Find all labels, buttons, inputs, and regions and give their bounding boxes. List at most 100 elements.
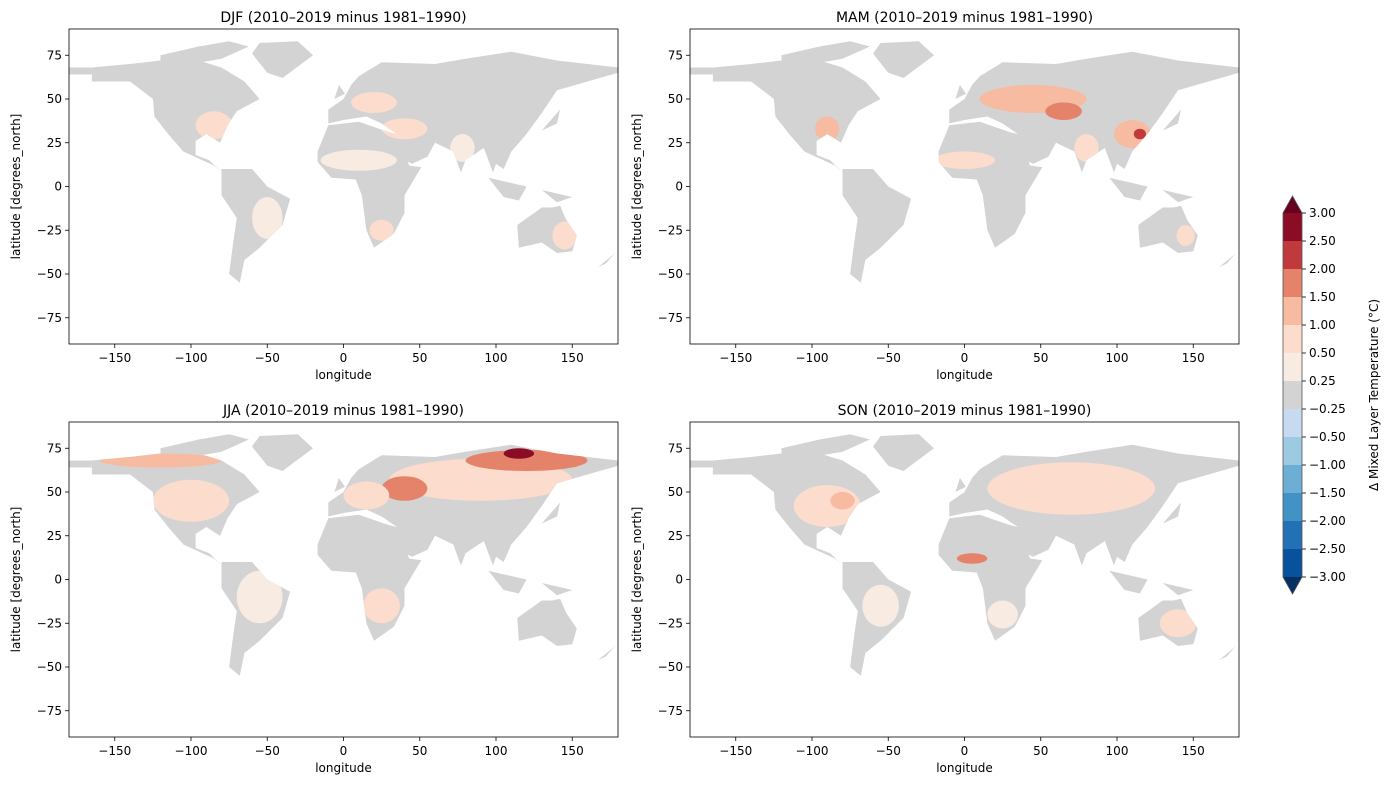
land-mass [712,60,881,173]
land-mass [690,460,713,468]
anomaly-region-southern-africa [987,600,1018,629]
y-tick-label: −25 [658,616,683,630]
colorbar-tick-label: 0.50 [1309,346,1336,360]
anomaly-region-eurasia [987,462,1156,515]
map-panel-3: SON (2010–2019 minus 1981–1990) −150 −100 −… [630,403,1240,775]
land-mass [541,502,561,524]
colorbar-bin [1283,493,1302,522]
anomaly-region-china-core [1133,128,1146,140]
y-tick-label: −75 [37,704,62,718]
y-tick-label: 0 [675,180,683,194]
land-mass [598,646,615,660]
colorbar-label: Δ Mixed Layer Temperature (°C) [1367,299,1381,491]
map-panel-0: DJF (2010–2019 minus 1981–1990) −150 −100 −… [9,10,619,382]
land-mass [488,570,527,594]
land-mass [1162,190,1194,203]
panel-title: SON (2010–2019 minus 1981–1990) [838,403,1092,419]
colorbar-bin [1283,521,1302,550]
y-tick-label: −50 [37,660,62,674]
land-mass [1162,583,1194,596]
x-tick-label: 0 [961,744,969,758]
land-mass [1162,109,1182,131]
panel-title: DJF (2010–2019 minus 1981–1990) [220,10,466,26]
x-tick-label: −50 [876,744,901,758]
colorbar-bin [1283,297,1302,326]
land-mass [598,253,615,267]
x-tick-label: 50 [1033,351,1048,365]
land-mass [1162,502,1182,524]
land-mass [69,460,92,468]
y-tick-label: −25 [37,616,62,630]
land-mass [1219,646,1236,660]
y-tick-label: 50 [668,92,683,106]
colorbar-tick-label: 2.00 [1309,262,1336,276]
x-tick-label: −150 [98,351,131,365]
anomaly-region-sahel [956,553,988,564]
panel-title: MAM (2010–2019 minus 1981–1990) [836,10,1093,26]
x-tick-label: −100 [175,744,208,758]
x-tick-label: 50 [1033,744,1048,758]
x-tick-label: 50 [412,744,427,758]
colorbar-bin [1283,269,1302,298]
y-axis-label: latitude [degrees_north] [9,114,23,260]
colorbar-tick-label: −1.00 [1309,458,1346,472]
anomaly-region-southern-africa [363,588,400,624]
anomaly-region-south-america [862,584,899,627]
anomaly-region-eastern-australia [552,221,577,250]
x-tick-label: 0 [961,351,969,365]
land-mass [1219,253,1236,267]
x-tick-label: 0 [340,351,348,365]
land-mass [517,598,577,646]
anomaly-region-eastern-south-america [252,197,283,239]
y-tick-label: 0 [675,573,683,587]
land-mass [160,434,249,457]
land-mass [842,169,912,283]
x-tick-label: −150 [98,744,131,758]
x-tick-label: 100 [485,744,508,758]
y-tick-label: 25 [668,529,683,543]
anomaly-region-middle-east [381,118,428,140]
anomaly-region-eastern-australia [1176,225,1195,246]
y-tick-label: −25 [658,223,683,237]
colorbar-tick-label: −2.00 [1309,514,1346,528]
colorbar-tick-label: 2.50 [1309,234,1336,248]
x-tick-label: −100 [796,744,829,758]
land-mass [781,434,870,457]
anomaly-region-central-asia [1045,102,1082,120]
land-mass [334,478,345,492]
land-mass [160,41,249,64]
y-tick-label: −75 [37,311,62,325]
land-mass [781,41,870,64]
colorbar-extend-max [1283,196,1302,213]
colorbar-tick-label: −2.50 [1309,542,1346,556]
map-panel-2: JJA (2010–2019 minus 1981–1990) −150 −100 −… [9,403,619,775]
y-tick-label: 50 [47,485,62,499]
colorbar-tick-label: −3.00 [1309,570,1346,584]
colorbar-bin [1283,325,1302,354]
anomaly-region-arctic-canada [99,453,222,468]
anomaly-region-eastern-us [195,111,233,140]
x-tick-label: −50 [876,351,901,365]
x-tick-label: 100 [1106,744,1129,758]
x-tick-label: −50 [255,744,280,758]
y-tick-label: 75 [668,441,683,455]
colorbar-extend-min [1283,577,1302,594]
y-tick-label: −50 [37,267,62,281]
anomaly-region-sahel [934,151,995,169]
y-tick-label: −25 [37,223,62,237]
anomaly-layer [195,92,577,250]
map-panel-1: MAM (2010–2019 minus 1981–1990) −150 −100 −… [630,10,1240,382]
land-mass [1109,177,1148,201]
x-tick-label: −150 [719,744,752,758]
land-mass [541,583,573,596]
land-mass [488,177,527,201]
anomaly-layer [815,85,1195,246]
colorbar-bin [1283,437,1302,466]
land-mass [69,67,92,75]
land-mass [955,478,966,492]
land-mass [252,41,313,78]
x-tick-label: 150 [1182,744,1205,758]
x-tick-label: 150 [1182,351,1205,365]
y-tick-label: −50 [658,660,683,674]
